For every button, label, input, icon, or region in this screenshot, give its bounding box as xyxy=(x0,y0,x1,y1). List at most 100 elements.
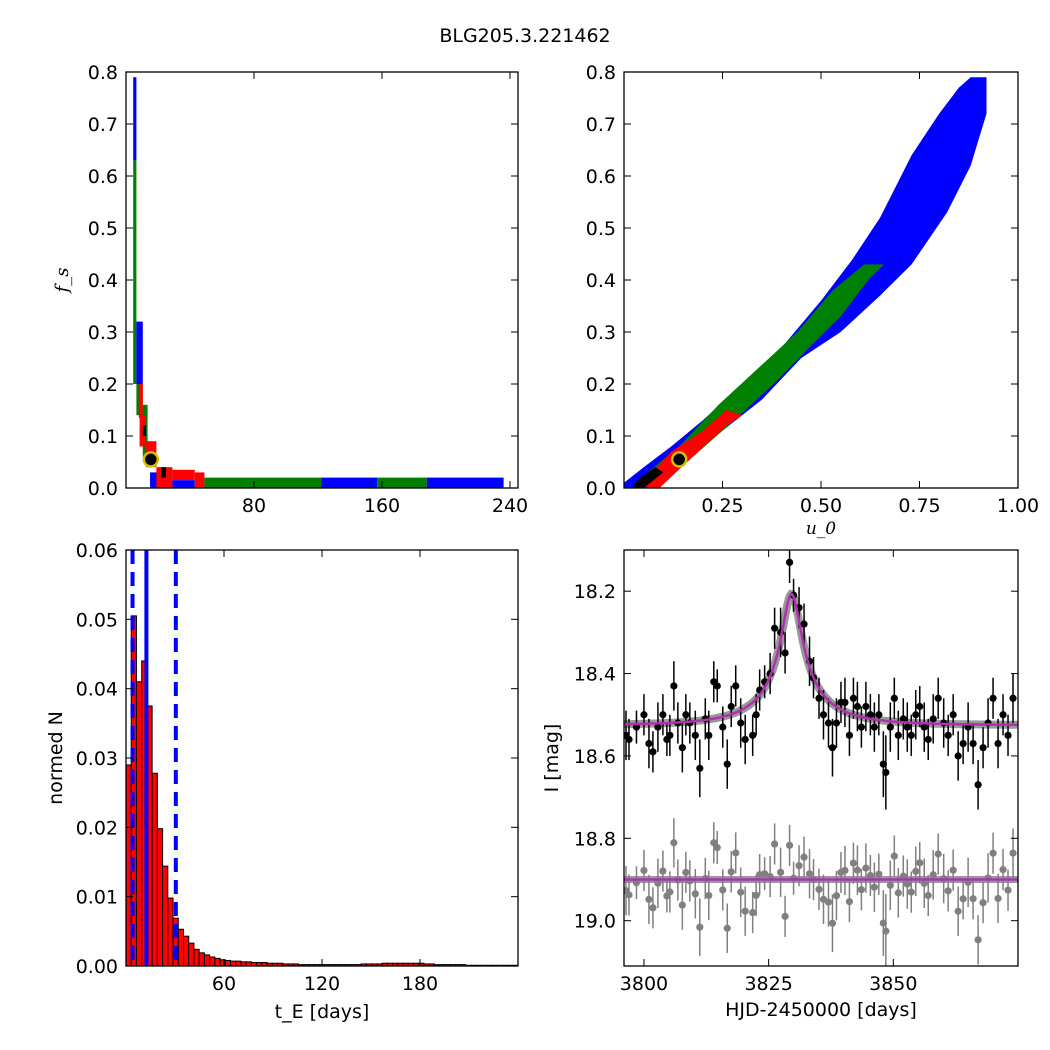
data-point xyxy=(949,711,957,719)
residual-point xyxy=(894,889,902,897)
data-point xyxy=(713,682,721,690)
residual-point xyxy=(862,864,870,872)
residual-point xyxy=(954,907,962,915)
panel-te-fs-xtick-label: 80 xyxy=(242,495,266,517)
residual-point xyxy=(719,886,727,894)
panel-te-hist-xtick-label: 180 xyxy=(402,973,438,995)
residual-point xyxy=(870,883,878,891)
heatmap-cell xyxy=(377,477,427,488)
residual-point xyxy=(732,849,740,857)
residual-point xyxy=(912,867,920,875)
data-point xyxy=(875,711,883,719)
panel-u0-fs-xtick-label: 1.00 xyxy=(997,495,1039,517)
residual-point xyxy=(920,879,928,887)
residual-point xyxy=(882,927,890,935)
region-blue xyxy=(624,77,987,488)
data-point xyxy=(944,731,952,739)
panel-te-fs-ytick-label: 0.0 xyxy=(88,478,118,500)
y-axis-label: f_s xyxy=(52,268,73,295)
panel-te-fs-ytick-label: 0.2 xyxy=(88,374,118,396)
residual-point xyxy=(1004,886,1012,894)
panel-u0-fs-ytick-label: 0.8 xyxy=(586,62,616,84)
data-point xyxy=(886,723,894,731)
data-point xyxy=(907,731,915,739)
residual-point xyxy=(857,886,865,894)
residual-point xyxy=(845,897,854,906)
data-point xyxy=(645,739,653,748)
data-point xyxy=(781,649,789,657)
panel-te-hist-ytick-label: 0.06 xyxy=(76,540,118,562)
panel-u0-fs-ytick-label: 0.5 xyxy=(586,218,616,240)
residual-point xyxy=(741,907,749,915)
data-point xyxy=(691,731,699,739)
data-point xyxy=(841,698,849,706)
residual-point xyxy=(713,843,721,852)
data-point xyxy=(727,702,735,711)
heatmap-cell xyxy=(133,160,137,384)
histogram-bar xyxy=(193,948,200,967)
histogram-bar xyxy=(219,959,226,967)
residual-point xyxy=(899,872,907,880)
residual-point xyxy=(853,866,862,874)
residual-point xyxy=(691,890,699,898)
panel-u0-fs-ytick-label: 0.3 xyxy=(586,322,616,344)
histogram-bar xyxy=(167,897,174,967)
residual-point xyxy=(723,924,731,932)
panel-u0-fs-ytick-label: 0.2 xyxy=(586,374,616,396)
x-axis-label: t_E [days] xyxy=(275,1001,370,1023)
panel-u0-fs: 0.25 0.50 0.75 1.00 0.0 0.1 0.2 0.3 0.4 0.5 0.6 0.7… xyxy=(586,62,1039,539)
data-point xyxy=(989,694,997,702)
residual-point xyxy=(824,898,833,906)
residual-point xyxy=(749,908,757,917)
panel-lightcurve-xtick-label: 3800 xyxy=(620,973,668,995)
histogram-bar xyxy=(198,952,205,967)
figure-title: BLG205.3.221462 xyxy=(439,25,610,47)
panel-te-hist-xtick-label: 120 xyxy=(304,973,340,995)
residual-point xyxy=(959,895,967,903)
data-point xyxy=(934,694,942,702)
panel-te-hist-ytick-label: 0.01 xyxy=(76,887,118,909)
heatmap-cell xyxy=(194,472,205,488)
data-point xyxy=(920,723,928,731)
histogram-bar xyxy=(162,865,169,967)
panel-te-fs-ytick-label: 0.6 xyxy=(88,166,118,188)
residual-point xyxy=(696,923,704,931)
panel-u0-fs-ytick-label: 0.4 xyxy=(586,270,616,292)
histogram-bar xyxy=(177,928,184,967)
panel-lightcurve-ytick-label: 19.0 xyxy=(574,911,616,933)
data-point xyxy=(857,723,865,731)
data-point xyxy=(824,719,833,727)
residual-point xyxy=(841,866,849,875)
panel-lightcurve-xtick-label: 3825 xyxy=(744,973,792,995)
data-point xyxy=(853,702,862,711)
data-point xyxy=(732,682,740,690)
panel-te-fs: 80 160 240 0.0 0.1 0.2 0.3 0.4 0.5 0.6 0.7 0.8 f_s xyxy=(52,62,528,517)
heatmap-cell xyxy=(204,477,322,488)
panel-u0-fs-xtick-label: 0.25 xyxy=(701,495,743,517)
histogram-bar xyxy=(125,764,132,967)
residual-point xyxy=(866,871,874,880)
data-point xyxy=(666,731,674,739)
residual-point xyxy=(645,895,653,904)
residual-point xyxy=(771,840,779,848)
panels: 80 160 240 0.0 0.1 0.2 0.3 0.4 0.5 0.6 0.7 0.8 f_s 0.… xyxy=(45,62,1039,1023)
panel-te-fs-frame xyxy=(125,71,519,489)
panel-te-fs-ytick-label: 0.1 xyxy=(88,426,118,448)
panel-te-fs-ytick-label: 0.4 xyxy=(88,270,118,292)
heatmap-cell xyxy=(133,77,137,161)
data-point xyxy=(785,558,794,566)
region-green xyxy=(635,264,884,488)
panel-lightcurve-ytick-label: 18.4 xyxy=(574,664,616,686)
data-point xyxy=(959,739,967,748)
data-point xyxy=(678,744,686,752)
residual-point xyxy=(994,894,1002,903)
panel-te-hist: 60 120 180 0.00 0.01 0.02 0.03 0.04 0.05 0.06 norm… xyxy=(45,540,519,1023)
heatmap-cell xyxy=(136,321,143,384)
residual-point xyxy=(654,879,662,887)
data-point xyxy=(1004,731,1012,739)
residual-point xyxy=(969,895,977,903)
histogram-bar xyxy=(182,935,190,967)
data-point xyxy=(752,711,760,719)
panel-u0-fs-xtick-label: 0.75 xyxy=(898,495,940,517)
data-point xyxy=(979,744,987,752)
